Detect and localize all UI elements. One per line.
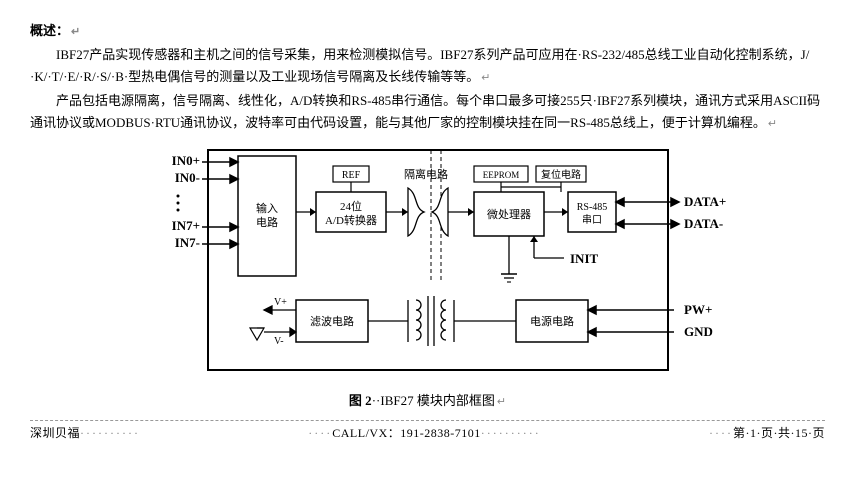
label-vminus: V- xyxy=(274,336,284,347)
block-rs485-l2: 串口 xyxy=(582,214,602,226)
block-adc-l2: A/D转换器 xyxy=(325,213,377,227)
dots: ·········· xyxy=(80,426,140,440)
paragraph-1: IBF27产品实现传感器和主机之间的信号采集，用来检测模拟信号。IBF27系列产… xyxy=(30,44,825,88)
section-title: 概述：↵ xyxy=(30,20,825,42)
block-input-l1: 输入 xyxy=(256,201,278,215)
pin-in7p: IN7+ xyxy=(171,218,199,233)
pin-in0p: IN0+ xyxy=(171,153,199,168)
block-rs485-l1: RS-485 xyxy=(576,202,607,213)
figure-caption: 图 2··IBF27 模块内部框图↵ xyxy=(30,390,825,412)
label-vplus: V+ xyxy=(274,297,287,308)
block-eeprom: EEPROM xyxy=(482,170,519,180)
block-iso: 隔离电路 xyxy=(404,167,448,181)
title-text: 概述： xyxy=(30,23,69,38)
block-diagram: IN0+ IN0- IN7+ IN7- 输入 电路 REF 24位 A/D转换器… xyxy=(30,140,825,385)
block-ref: REF xyxy=(341,170,360,181)
pin-gnd: GND xyxy=(684,324,713,339)
dots: ·········· xyxy=(481,426,541,440)
pin-in0m: IN0- xyxy=(174,170,199,185)
page-footer: 深圳贝福·········· ····CALL/VX：191-2838-7101… xyxy=(30,423,825,443)
block-power: 电源电路 xyxy=(530,314,574,328)
caption-prefix: 图 2 xyxy=(349,393,372,408)
dots: ···· xyxy=(709,426,733,440)
paragraph-2: 产品包括电源隔离，信号隔离、线性化，A/D转换和RS-485串行通信。每个串口最… xyxy=(30,90,825,134)
return-mark: ↵ xyxy=(481,72,490,84)
footer-divider xyxy=(30,420,825,421)
footer-center: CALL/VX：191-2838-7101 xyxy=(332,426,481,440)
pin-datam: DATA- xyxy=(684,216,723,231)
pin-pwp: PW+ xyxy=(684,302,712,317)
footer-right: 第·1·页·共·15·页 xyxy=(733,426,825,440)
block-reset: 复位电路 xyxy=(541,168,581,181)
block-filter: 滤波电路 xyxy=(310,315,354,328)
pin-in7m: IN7- xyxy=(174,235,199,250)
caption-text: IBF27 模块内部框图 xyxy=(380,393,494,408)
return-mark: ↵ xyxy=(768,118,777,130)
dots: ···· xyxy=(308,426,332,440)
footer-left: 深圳贝福 xyxy=(30,426,80,440)
para2-text: 产品包括电源隔离，信号隔离、线性化，A/D转换和RS-485串行通信。每个串口最… xyxy=(30,93,820,130)
return-mark: ↵ xyxy=(497,396,506,408)
return-mark: ↵ xyxy=(71,26,80,38)
block-adc-l1: 24位 xyxy=(340,199,362,213)
pin-datap: DATA+ xyxy=(684,194,726,209)
block-mcu: 微处理器 xyxy=(487,207,531,221)
block-input-l2: 电路 xyxy=(256,216,278,229)
label-init: INIT xyxy=(570,251,599,266)
para1-text: IBF27产品实现传感器和主机之间的信号采集，用来检测模拟信号。IBF27系列产… xyxy=(30,47,809,84)
